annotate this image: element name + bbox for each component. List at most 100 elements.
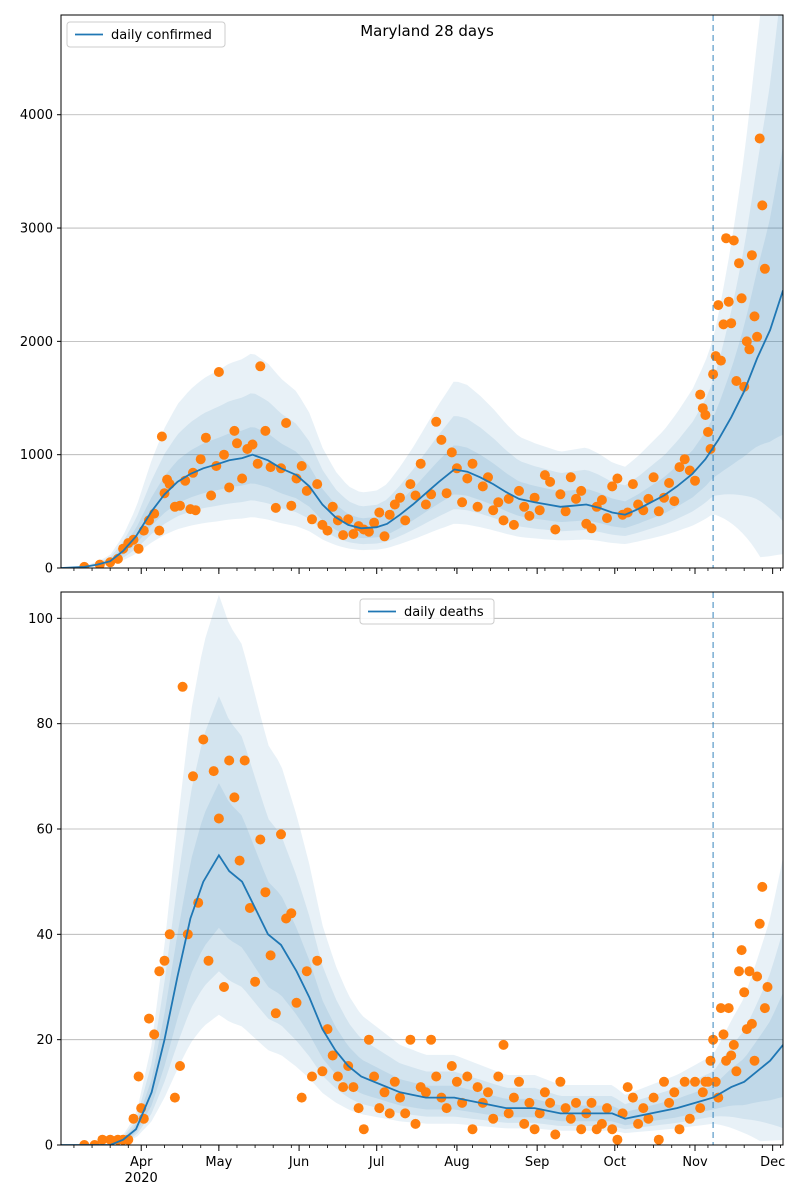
plot-area	[61, 594, 783, 1145]
data-point	[395, 1092, 405, 1103]
chart-title: Maryland 28 days	[360, 22, 494, 40]
data-point	[79, 1140, 90, 1145]
data-point	[679, 454, 690, 465]
x-tick-label: May	[205, 1155, 232, 1170]
data-point	[451, 463, 462, 474]
data-point	[307, 1071, 317, 1082]
data-point	[363, 1034, 374, 1045]
data-point	[338, 1082, 349, 1093]
data-point	[219, 982, 229, 992]
data-point	[154, 966, 165, 977]
x-tick-label: Aug	[444, 1155, 469, 1170]
uncertainty-band-0	[61, 15, 783, 568]
data-point	[752, 971, 763, 982]
data-point	[195, 454, 206, 465]
data-point	[713, 300, 724, 311]
data-point	[224, 482, 235, 493]
data-point	[607, 481, 618, 492]
legend-box	[359, 598, 495, 625]
x-tick-label: Apr	[130, 1155, 153, 1170]
data-point	[586, 523, 597, 534]
data-point	[317, 1066, 328, 1077]
data-point	[736, 293, 747, 304]
data-point	[746, 250, 757, 261]
data-point	[286, 500, 297, 511]
data-point	[596, 495, 607, 505]
data-point	[369, 1071, 380, 1082]
data-point	[374, 1103, 385, 1114]
data-point	[741, 336, 752, 347]
data-point	[255, 361, 266, 372]
uncertainty-band-1	[61, 696, 783, 1145]
data-point	[265, 462, 276, 473]
data-point	[175, 1061, 185, 1071]
data-point	[389, 1076, 400, 1087]
data-point	[721, 233, 732, 244]
data-point	[203, 955, 214, 966]
data-point	[728, 1039, 739, 1050]
uncertainty-band-0	[61, 594, 783, 1145]
data-point	[726, 318, 737, 329]
data-point	[374, 507, 385, 518]
data-point	[291, 997, 302, 1008]
uncertainty-band-2	[61, 783, 783, 1145]
data-point	[332, 1071, 343, 1082]
data-point	[441, 488, 452, 499]
axes-frame	[60, 591, 784, 1146]
data-point	[734, 258, 744, 269]
data-point	[555, 1076, 566, 1087]
data-point	[596, 1118, 607, 1129]
data-point	[731, 376, 742, 386]
legend-label: daily deaths	[404, 605, 484, 620]
data-point	[539, 470, 550, 481]
data-point	[358, 1124, 369, 1135]
data-point	[545, 1097, 556, 1108]
data-point	[759, 1003, 770, 1014]
data-point	[177, 681, 188, 692]
y-tick-label: 80	[36, 717, 53, 732]
data-point	[524, 510, 535, 521]
data-point	[208, 766, 219, 777]
data-point	[648, 1092, 659, 1103]
uncertainty-band-2	[61, 146, 783, 568]
data-point	[602, 513, 612, 524]
data-point	[715, 1003, 726, 1014]
data-point	[643, 1113, 654, 1124]
data-point	[229, 792, 240, 803]
data-point	[149, 1029, 160, 1040]
data-point	[723, 296, 734, 307]
data-point	[363, 526, 374, 537]
data-point	[384, 1108, 395, 1119]
data-point	[498, 1039, 509, 1050]
data-point	[705, 1055, 716, 1066]
data-point	[653, 506, 664, 517]
data-point	[312, 479, 323, 490]
y-tick-label: 20	[36, 1033, 53, 1048]
data-point	[420, 499, 431, 510]
data-point	[524, 1097, 535, 1108]
data-point	[144, 1013, 154, 1024]
data-point	[260, 887, 271, 898]
data-point	[234, 855, 245, 866]
x-tick-label: Jul	[368, 1155, 385, 1170]
data-point	[508, 519, 519, 530]
data-point	[379, 1087, 390, 1098]
data-point	[565, 472, 576, 483]
data-point	[301, 966, 312, 977]
data-point	[565, 1113, 576, 1124]
data-point	[405, 1034, 416, 1045]
data-point	[757, 881, 768, 892]
data-point	[726, 1050, 737, 1061]
data-point	[669, 1087, 680, 1098]
data-point	[488, 1113, 499, 1124]
data-point	[291, 473, 302, 484]
data-point	[674, 1124, 685, 1135]
data-point	[539, 1087, 550, 1098]
y-tick-label: 60	[36, 823, 53, 838]
x-tick-label: Dec	[760, 1155, 785, 1170]
data-point	[703, 1076, 713, 1087]
data-point	[493, 1071, 504, 1082]
data-point	[400, 1108, 411, 1119]
axes-frame	[60, 14, 784, 569]
